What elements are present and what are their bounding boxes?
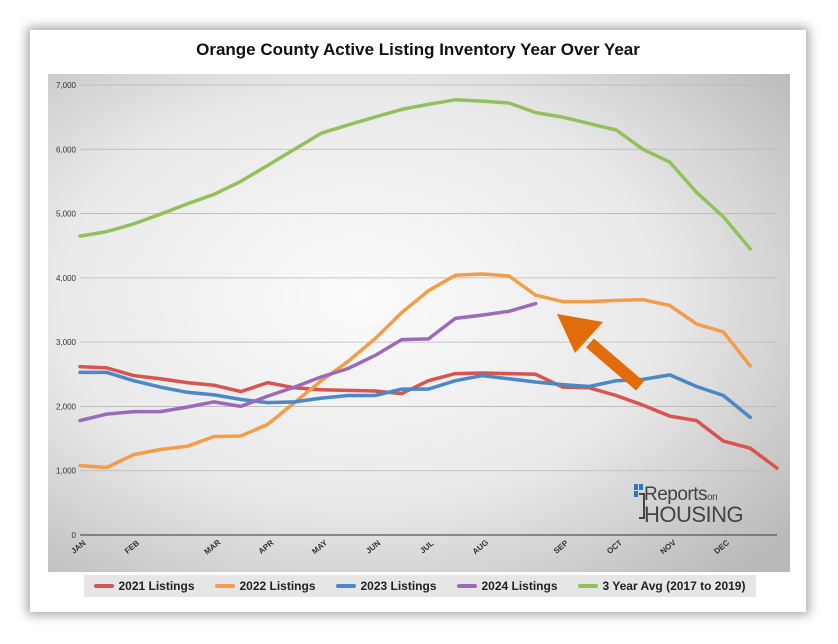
- legend-label: 2023 Listings: [360, 579, 437, 593]
- y-tick-label: 6,000: [56, 145, 77, 154]
- legend-label: 2024 Listings: [481, 579, 558, 593]
- legend-item: 2022 Listings: [215, 579, 316, 593]
- series-line-3-year-avg-2017-to-2019: [78, 98, 752, 251]
- highlight-arrow: [557, 314, 644, 391]
- arrow-head: [557, 314, 603, 353]
- legend-swatch: [457, 584, 478, 588]
- legend-item: 2023 Listings: [336, 579, 437, 593]
- logo-text: Reportson: [644, 484, 718, 505]
- y-tick-label: 5,000: [56, 210, 77, 219]
- legend-label: 3 Year Avg (2017 to 2019): [602, 579, 746, 593]
- legend-swatch: [578, 584, 599, 588]
- series-line-2024-listings: [78, 301, 538, 423]
- y-tick-label: 4,000: [56, 274, 77, 283]
- reports-on-housing-logo: Reportson HOUSING: [632, 482, 772, 528]
- legend-label: 2021 Listings: [118, 579, 195, 593]
- y-tick-label: 7,000: [56, 81, 77, 90]
- legend-swatch: [215, 584, 236, 588]
- chart-frame: 0 1,000 2,000 3,000 4,000 5,000 6,000 7,000 JAN…: [30, 30, 806, 612]
- y-tick-label: 1,000: [56, 467, 77, 476]
- logo-mark-icon: [634, 484, 645, 519]
- legend-label: 2022 Listings: [239, 579, 316, 593]
- y-tick-label: 2,000: [56, 402, 77, 411]
- logo-housing-text: HOUSING: [644, 502, 744, 527]
- legend-item: 2021 Listings: [94, 579, 195, 593]
- y-tick-label: 0: [72, 531, 77, 540]
- plot-background: [48, 74, 790, 572]
- series-line-2022-listings: [78, 272, 752, 470]
- legend-swatch: [336, 584, 357, 588]
- y-tick-label: 3,000: [56, 338, 77, 347]
- legend-item: 2024 Listings: [457, 579, 558, 593]
- legend-item: 3 Year Avg (2017 to 2019): [578, 579, 745, 593]
- legend-swatch: [94, 584, 115, 588]
- chart-title: Orange County Active Listing Inventory Y…: [196, 40, 640, 59]
- series-line-2021-listings: [78, 364, 779, 470]
- y-axis-tick-labels: 0 1,000 2,000 3,000 4,000 5,000 6,000 7,000: [56, 81, 77, 540]
- arrow-shaft: [586, 338, 644, 391]
- chart-legend: 2021 Listings 2022 Listings 2023 Listings 2…: [84, 575, 756, 597]
